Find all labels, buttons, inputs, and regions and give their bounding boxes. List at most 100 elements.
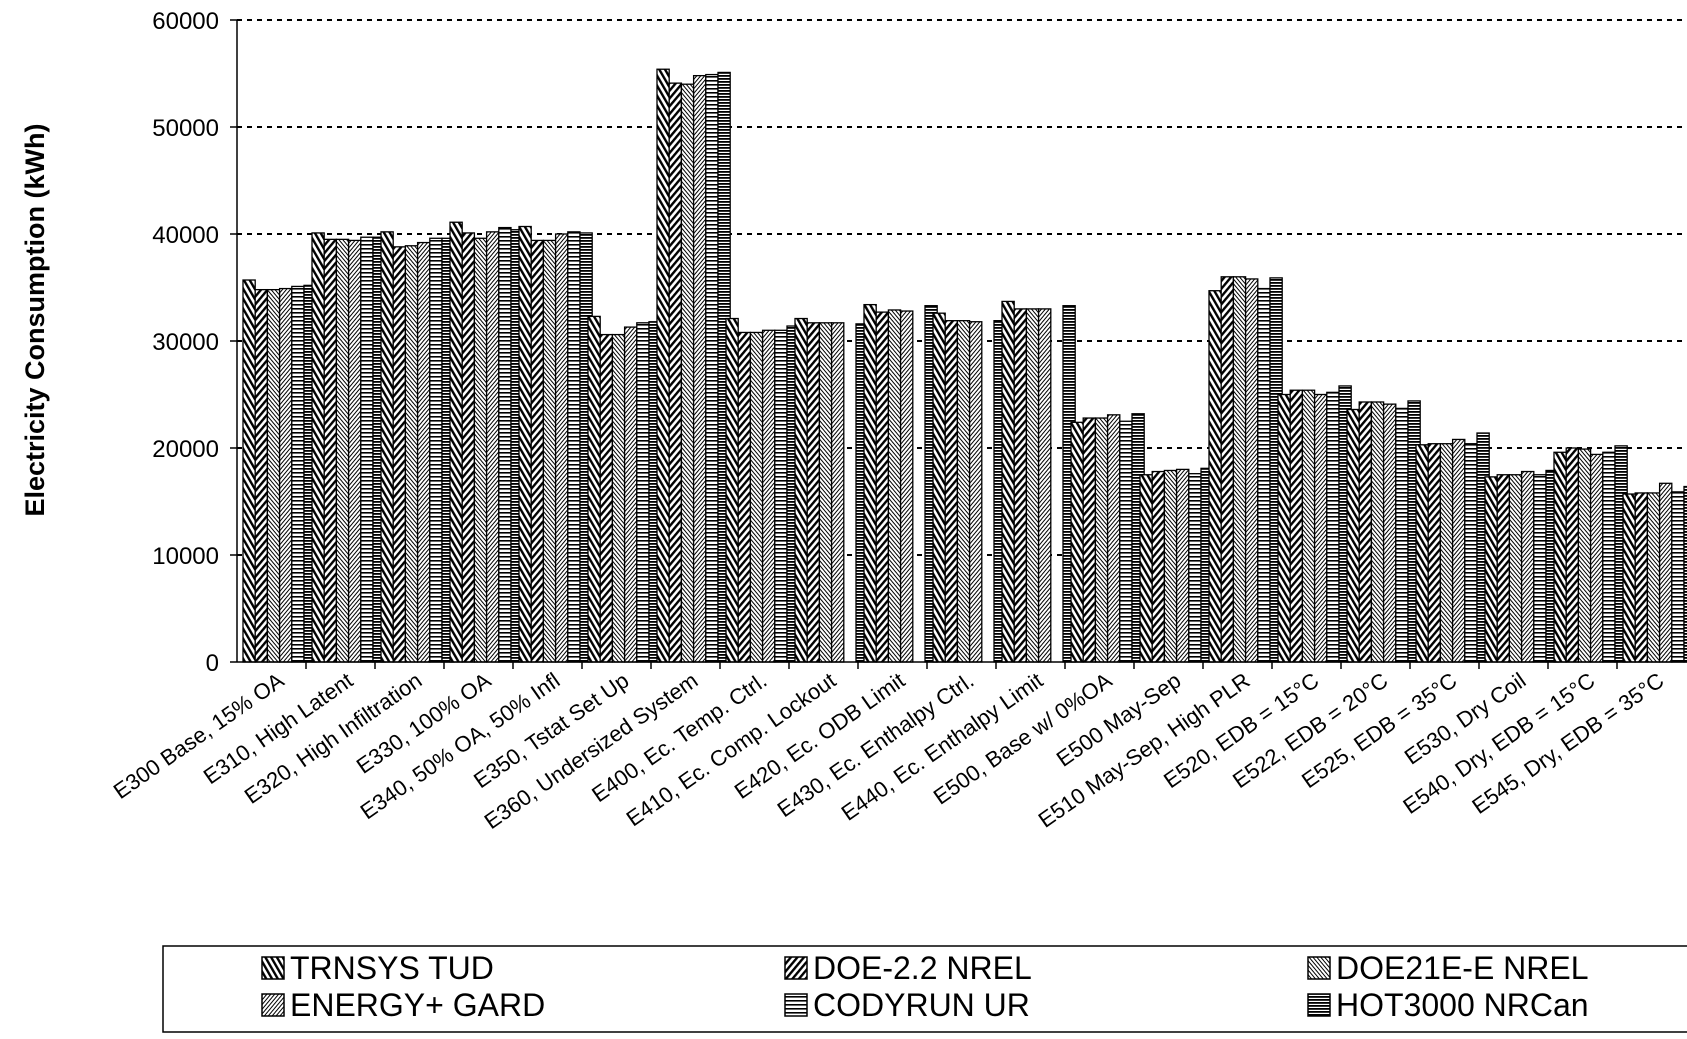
axes bbox=[230, 19, 1687, 669]
bar-trnsys-tud bbox=[725, 317, 739, 663]
bar-energy-gard bbox=[485, 231, 500, 663]
bar-doe-2-2-nrel bbox=[1289, 389, 1304, 663]
bar-doe-2-2-nrel bbox=[806, 322, 821, 663]
bar-energy-gard bbox=[1658, 482, 1673, 663]
bar-codyrun-ur bbox=[1464, 443, 1478, 663]
bar-doe-2-2-nrel bbox=[1496, 474, 1511, 663]
legend-label: HOT3000 NRCan bbox=[1336, 987, 1589, 1023]
bar-codyrun-ur bbox=[1188, 473, 1202, 663]
bar-hot3000-nrcan bbox=[1683, 485, 1687, 663]
bar-energy-gard bbox=[899, 310, 914, 663]
bar-energy-gard bbox=[1175, 468, 1190, 663]
bar-doe-2-2-nrel bbox=[1358, 401, 1373, 663]
bar-trnsys-tud bbox=[1622, 493, 1636, 663]
y-tick-label: 50000 bbox=[152, 115, 219, 142]
bar-energy-gard bbox=[830, 322, 845, 663]
bar-doe-2-2-nrel bbox=[1151, 470, 1166, 663]
bar-doe21e-e-nrel bbox=[680, 83, 695, 663]
bar-trnsys-tud bbox=[1346, 408, 1360, 663]
bar-energy-gard bbox=[1382, 403, 1397, 663]
y-tick-label: 60000 bbox=[152, 8, 219, 35]
legend-label: CODYRUN UR bbox=[813, 987, 1030, 1023]
bar-trnsys-tud bbox=[1208, 290, 1222, 663]
bar-energy-gard bbox=[1451, 438, 1466, 663]
bar-doe21e-e-nrel bbox=[473, 237, 488, 663]
bar-doe21e-e-nrel bbox=[1508, 474, 1523, 663]
bar-doe21e-e-nrel bbox=[818, 322, 833, 663]
bar-doe21e-e-nrel bbox=[1577, 448, 1592, 663]
bar-doe-2-2-nrel bbox=[1220, 276, 1235, 663]
bar-energy-gard bbox=[1313, 393, 1328, 663]
bar-trnsys-tud bbox=[932, 312, 946, 663]
bar-codyrun-ur bbox=[1119, 420, 1133, 663]
bar-energy-gard bbox=[554, 233, 569, 663]
bar-energy-gard bbox=[347, 239, 362, 663]
legend-label: DOE-2.2 NREL bbox=[813, 950, 1032, 986]
bar-trnsys-tud bbox=[1139, 474, 1153, 663]
bar-doe-2-2-nrel bbox=[599, 333, 614, 663]
legend-swatch bbox=[261, 956, 285, 980]
legend-swatch bbox=[784, 993, 808, 1017]
legend: TRNSYS TUD DOE-2.2 NREL DOE21E-E NREL ENERG… bbox=[162, 945, 1687, 1033]
bar-doe21e-e-nrel bbox=[611, 333, 626, 663]
bar-doe-2-2-nrel bbox=[875, 311, 890, 663]
bar-doe-2-2-nrel bbox=[1082, 417, 1097, 663]
legend-label: ENERGY+ GARD bbox=[290, 987, 545, 1023]
bar-doe21e-e-nrel bbox=[1439, 443, 1454, 663]
y-tick-label: 10000 bbox=[152, 543, 219, 570]
bar-doe-2-2-nrel bbox=[254, 288, 269, 663]
bar-doe21e-e-nrel bbox=[1301, 389, 1316, 663]
bar-doe21e-e-nrel bbox=[1646, 492, 1661, 663]
bar-energy-gard bbox=[1106, 414, 1121, 663]
bar-energy-gard bbox=[1520, 470, 1535, 663]
bar-trnsys-tud bbox=[1070, 421, 1084, 663]
bar-doe-2-2-nrel bbox=[323, 238, 338, 663]
bar-doe-2-2-nrel bbox=[1427, 443, 1442, 663]
bar-trnsys-tud bbox=[656, 68, 670, 663]
bar-codyrun-ur bbox=[1257, 287, 1271, 663]
bar-doe21e-e-nrel bbox=[404, 245, 419, 663]
bar-energy-gard bbox=[416, 241, 431, 663]
bar-energy-gard bbox=[278, 287, 293, 663]
bar-doe21e-e-nrel bbox=[1163, 469, 1178, 663]
bar-codyrun-ur bbox=[1602, 451, 1616, 663]
bar-trnsys-tud bbox=[1415, 444, 1429, 663]
bar-doe21e-e-nrel bbox=[335, 238, 350, 663]
bar-doe-2-2-nrel bbox=[1634, 492, 1649, 663]
y-tick-label: 20000 bbox=[152, 436, 219, 463]
bar-doe-2-2-nrel bbox=[530, 239, 545, 663]
legend-box bbox=[162, 945, 1687, 1033]
bar-codyrun-ur bbox=[429, 237, 443, 663]
bar-doe21e-e-nrel bbox=[1370, 401, 1385, 663]
bar-trnsys-tud bbox=[449, 221, 463, 663]
bar-doe-2-2-nrel bbox=[944, 320, 959, 663]
y-tick-label: 30000 bbox=[152, 329, 219, 356]
legend-swatch bbox=[1307, 993, 1331, 1017]
legend-swatch bbox=[784, 956, 808, 980]
bar-trnsys-tud bbox=[380, 231, 394, 663]
bars bbox=[242, 68, 1687, 663]
bar-energy-gard bbox=[692, 74, 707, 663]
bar-trnsys-tud bbox=[794, 317, 808, 663]
bar-doe-2-2-nrel bbox=[1565, 447, 1580, 663]
y-tick-labels: 0 10000 20000 30000 40000 50000 60000 bbox=[152, 8, 219, 677]
y-tick-label: 0 bbox=[206, 650, 219, 677]
bar-doe-2-2-nrel bbox=[1013, 308, 1028, 663]
bar-trnsys-tud bbox=[518, 225, 532, 663]
bar-doe-2-2-nrel bbox=[461, 232, 476, 663]
legend-swatch bbox=[261, 993, 285, 1017]
bar-trnsys-tud bbox=[311, 232, 325, 663]
bar-energy-gard bbox=[1037, 308, 1052, 663]
y-tick-label: 40000 bbox=[152, 222, 219, 249]
legend-label: DOE21E-E NREL bbox=[1336, 950, 1589, 986]
bar-doe21e-e-nrel bbox=[1025, 308, 1040, 663]
bar-trnsys-tud bbox=[1001, 300, 1015, 663]
bar-energy-gard bbox=[1589, 453, 1604, 663]
bar-codyrun-ur bbox=[1326, 391, 1340, 663]
bar-trnsys-tud bbox=[1277, 393, 1291, 663]
bar-trnsys-tud bbox=[1553, 451, 1567, 663]
bar-codyrun-ur bbox=[1533, 474, 1547, 663]
